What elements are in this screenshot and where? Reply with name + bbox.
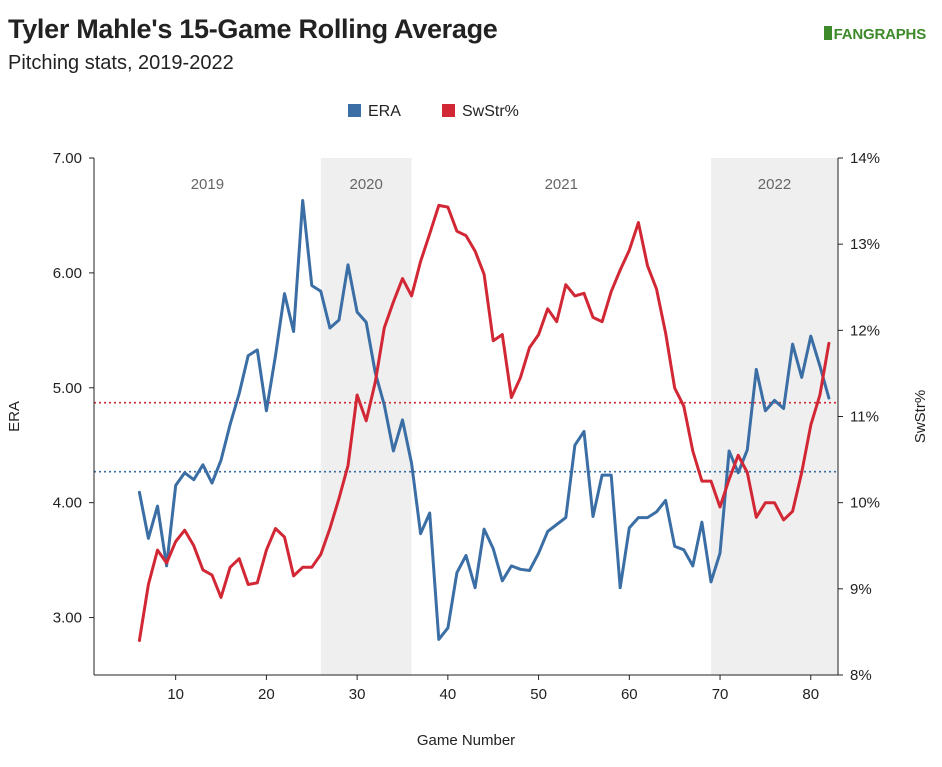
x-tick-label: 10	[167, 686, 184, 703]
legend-swatch-era	[348, 104, 361, 117]
left-axis-label: ERA	[6, 401, 23, 432]
x-tick-label: 20	[258, 686, 275, 703]
legend-swatch-swstr	[442, 104, 455, 117]
x-tick-label: 60	[621, 686, 638, 703]
left-tick-label: 5.00	[53, 380, 82, 397]
season-label-2022: 2022	[758, 176, 791, 193]
season-label-2020: 2020	[350, 176, 383, 193]
logo-text: FANGRAPHS	[833, 26, 927, 43]
season-label-2019: 2019	[191, 176, 224, 193]
x-tick-label: 80	[802, 686, 819, 703]
legend: ERA SwStr%	[348, 103, 519, 120]
right-tick-label: 8%	[850, 667, 872, 684]
series-line-era	[137, 199, 831, 641]
right-tick-label: 12%	[850, 322, 880, 339]
left-tick-label: 7.00	[53, 150, 82, 167]
left-tick-label: 6.00	[53, 265, 82, 282]
right-tick-label: 9%	[850, 581, 872, 598]
series-line-swstr	[137, 203, 831, 642]
series-lines	[137, 199, 831, 642]
legend-label-era: ERA	[368, 103, 401, 120]
x-tick-label: 30	[349, 686, 366, 703]
right-axis-label: SwStr%	[912, 390, 929, 443]
x-tick-label: 40	[440, 686, 457, 703]
season-labels: 2019 2020 2021 2022	[191, 176, 791, 193]
left-tick-label: 4.00	[53, 495, 82, 512]
x-tick-label: 70	[712, 686, 729, 703]
logo-mark-icon	[823, 26, 832, 40]
season-shade-2022	[710, 158, 838, 675]
legend-label-swstr: SwStr%	[462, 103, 519, 120]
right-tick-label: 10%	[850, 495, 880, 512]
x-tick-label: 50	[530, 686, 547, 703]
chart-subtitle: Pitching stats, 2019-2022	[8, 52, 234, 74]
right-tick-label: 14%	[850, 150, 880, 167]
right-tick-label: 13%	[850, 236, 880, 253]
x-axis-label: Game Number	[417, 732, 515, 749]
right-tick-label: 11%	[850, 409, 879, 426]
season-label-2021: 2021	[545, 176, 578, 193]
reference-lines	[94, 401, 838, 473]
chart-title: Tyler Mahle's 15-Game Rolling Average	[8, 14, 498, 44]
season-shading	[320, 158, 838, 675]
left-tick-label: 3.00	[53, 610, 82, 627]
axes: 3.00 4.00 5.00 6.00 7.00 8% 9% 10% 11% 12% 13% 14% 1…	[6, 150, 929, 749]
fangraphs-logo: FANGRAPHS	[823, 26, 927, 43]
